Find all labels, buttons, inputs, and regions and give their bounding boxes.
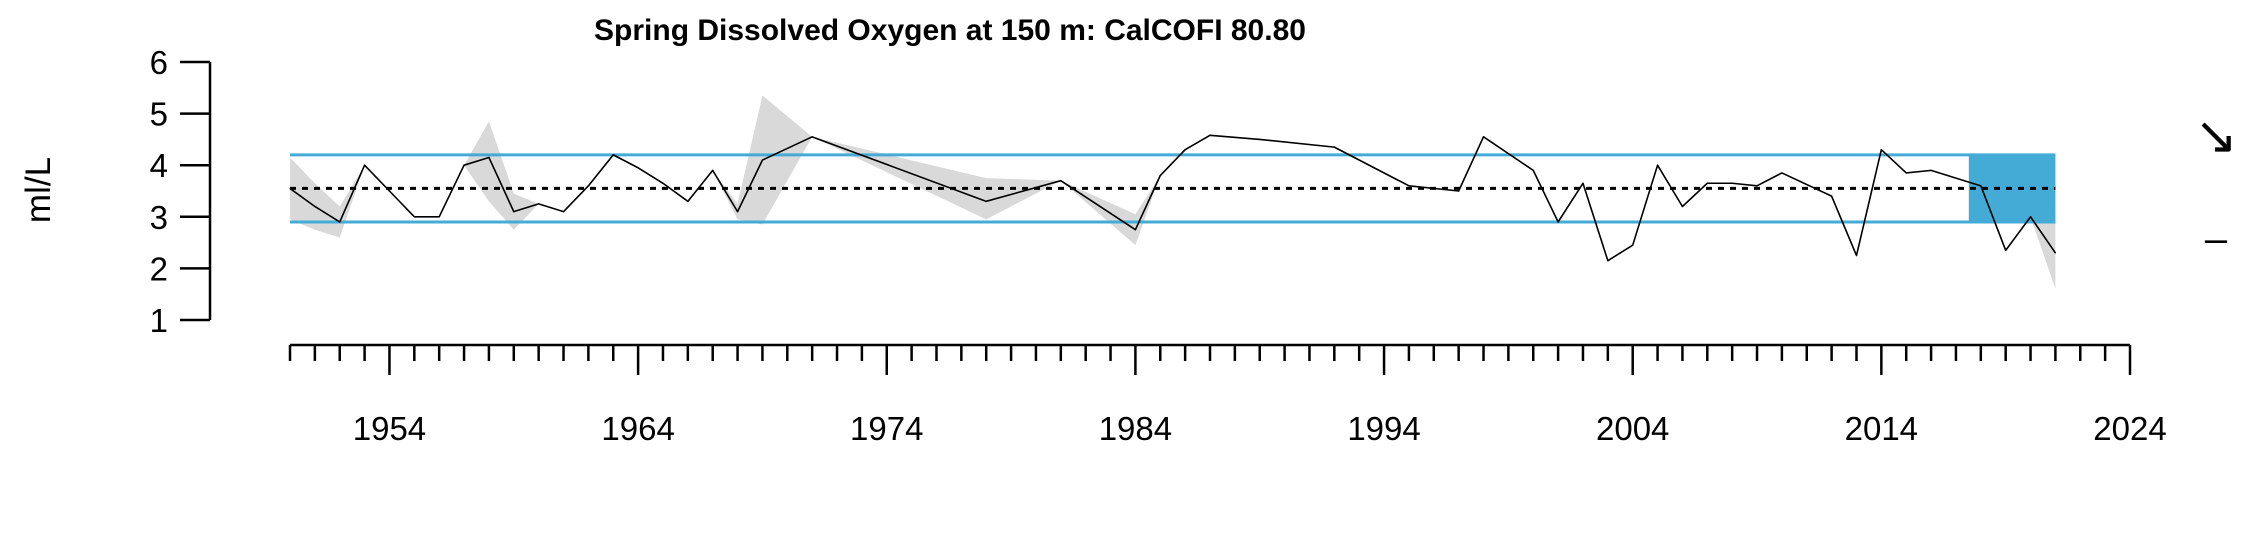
data-point	[1731, 182, 1733, 184]
x-tick-label: 1954	[353, 410, 426, 447]
data-point	[612, 154, 614, 156]
data-point	[1781, 172, 1783, 174]
data-point	[587, 185, 589, 187]
mean-dash-icon: –	[2205, 217, 2228, 261]
data-point	[1831, 195, 1833, 197]
y-tick-label: 5	[150, 96, 168, 133]
data-point	[637, 167, 639, 169]
data-point	[1259, 138, 1261, 140]
trend-arrow-icon: ↘	[2194, 107, 2238, 165]
data-point	[985, 200, 987, 202]
data-point	[761, 159, 764, 161]
data-point	[1632, 244, 1634, 246]
y-tick-label: 3	[150, 199, 168, 236]
data-point	[1532, 169, 1534, 171]
data-point	[2029, 216, 2032, 218]
data-point	[1557, 221, 1559, 223]
data-point	[1458, 190, 1460, 192]
data-point	[2005, 249, 2007, 251]
x-tick-label: 1984	[1099, 410, 1172, 447]
data-point	[363, 164, 366, 166]
x-axis: 1954 1964 1974 1984 1994 2004 2014 2024	[288, 343, 2167, 447]
data-point	[1408, 185, 1410, 187]
data-point	[1159, 174, 1161, 177]
y-tick-label: 4	[150, 147, 168, 184]
x-tick-label: 2024	[2093, 410, 2166, 447]
data-point	[388, 190, 391, 192]
x-tick-label: 2014	[1845, 410, 1918, 447]
data-point	[438, 216, 440, 218]
x-tick-label: 2004	[1596, 410, 1669, 447]
x-tick-label: 1994	[1347, 410, 1420, 447]
data-point	[1880, 149, 1882, 151]
data-point	[463, 164, 465, 166]
data-point	[662, 182, 664, 184]
y-tick-label: 6	[150, 44, 168, 81]
data-point	[339, 221, 341, 223]
data-point	[1930, 169, 1932, 171]
y-axis: 1 2 3 4 5 6	[150, 44, 212, 339]
data-point	[1706, 182, 1708, 184]
data-point	[1482, 136, 1485, 138]
data-point	[1756, 185, 1758, 187]
data-point	[1209, 134, 1211, 136]
data-point	[1905, 172, 1907, 174]
y-axis-label: ml/L	[19, 157, 58, 223]
y-tick-label: 1	[150, 302, 168, 339]
data-point	[811, 136, 813, 138]
data-point	[314, 205, 316, 208]
series-line	[289, 134, 2057, 262]
x-tick-label: 1974	[850, 410, 923, 447]
data-point	[1980, 185, 1982, 187]
error-band	[290, 95, 2056, 290]
y-tick-label: 2	[150, 250, 168, 287]
data-point	[1184, 149, 1186, 151]
data-point	[1134, 229, 1137, 231]
data-point	[1582, 182, 1584, 184]
reference-lines-layer	[290, 153, 2056, 224]
chart-title: Spring Dissolved Oxygen at 150 m: CalCOF…	[594, 14, 1306, 47]
data-point	[1855, 254, 1858, 257]
data-point	[712, 169, 714, 171]
data-point	[2054, 252, 2057, 254]
data-point	[1681, 205, 1684, 208]
data-point	[289, 187, 291, 190]
data-point	[488, 156, 490, 159]
data-point	[513, 211, 515, 213]
data-point	[562, 211, 565, 213]
data-point	[736, 211, 739, 213]
x-tick-label: 1964	[601, 410, 674, 447]
data-point	[413, 216, 415, 218]
data-point	[687, 200, 689, 202]
error-band-layer	[290, 95, 2056, 290]
data-point	[1607, 260, 1609, 262]
data-point	[1060, 180, 1062, 182]
data-point	[1333, 146, 1335, 148]
series-line-layer	[289, 134, 2057, 262]
data-point	[538, 203, 540, 205]
data-point	[1656, 164, 1659, 166]
